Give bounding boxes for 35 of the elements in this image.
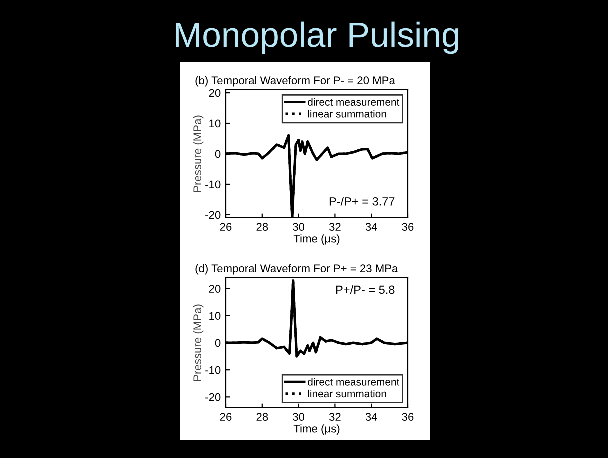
x-tick-label: 28 <box>256 413 268 422</box>
y-tick-label: -10 <box>206 180 221 189</box>
x-tick-label: 26 <box>220 223 232 232</box>
y-axis-title: Pressure (MPa) <box>193 304 204 381</box>
y-tick-label: 20 <box>209 285 221 293</box>
annotation: P+/P- = 5.8 <box>336 285 395 294</box>
x-tick-label: 30 <box>293 413 305 422</box>
x-tick-label: 36 <box>402 223 414 232</box>
x-tick-label: 34 <box>366 223 378 232</box>
legend-label: direct measurement <box>308 378 400 386</box>
y-tick-label: 10 <box>210 312 221 320</box>
x-tick-label: 26 <box>220 413 232 422</box>
x-axis-title: Time (μs) <box>294 234 340 245</box>
y-tick-label: 20 <box>209 89 221 98</box>
x-tick-label: 34 <box>366 413 378 422</box>
x-tick-label: 30 <box>293 223 305 232</box>
legend-label: linear summation <box>308 110 386 118</box>
chart-title: (b) Temporal Waveform For P- = 20 MPa <box>196 76 396 87</box>
x-tick-label: 36 <box>402 413 414 422</box>
y-tick-label: 0 <box>215 150 221 158</box>
y-tick-label: -10 <box>206 366 221 374</box>
legend-label: linear summation <box>308 390 386 398</box>
x-tick-label: 32 <box>329 413 341 422</box>
text: Monopolar Pulsing <box>176 22 459 54</box>
y-tick-label: -20 <box>206 393 221 402</box>
chart-title: (d) Temporal Waveform For P+ = 23 MPa <box>196 264 398 275</box>
x-tick-label: 28 <box>256 223 268 232</box>
y-tick-label: 10 <box>210 120 221 128</box>
legend-label: direct measurement <box>308 98 400 106</box>
y-tick-label: 0 <box>215 339 221 348</box>
x-tick-label: 32 <box>329 223 341 232</box>
y-axis-title: Pressure (MPa) <box>193 116 204 192</box>
x-axis-title: Time (μs) <box>294 424 340 435</box>
y-tick-label: -20 <box>206 211 221 220</box>
annotation: P-/P+ = 3.77 <box>330 197 395 206</box>
